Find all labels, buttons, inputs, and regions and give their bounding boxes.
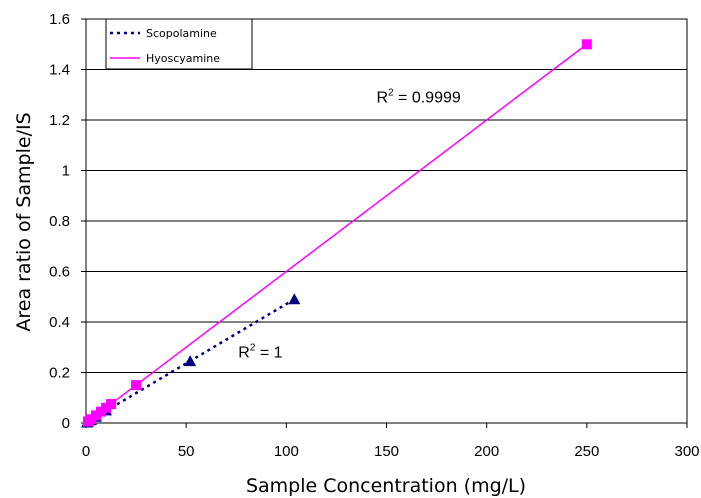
hyoscyamine-point-1 xyxy=(86,414,97,425)
y-tick-label-5: 1 xyxy=(62,163,70,180)
x-tick-label-6: 300 xyxy=(674,443,699,460)
y-tick-label-1: 0.2 xyxy=(49,365,70,382)
hyoscyamine-point-6 xyxy=(131,380,142,391)
y-axis-ticks: 0 0.2 0.4 0.6 0.8 1 1.2 1.4 1.6 xyxy=(49,11,86,432)
hyoscyamine-point-7 xyxy=(581,39,592,50)
x-tick-label-5: 250 xyxy=(574,443,599,460)
y-tick-label-2: 0.4 xyxy=(49,314,70,331)
scopolamine-r2-label: R2 = 1 xyxy=(238,342,282,361)
hyoscyamine-point-3 xyxy=(96,406,107,417)
grid-lines xyxy=(86,69,687,373)
series-lines xyxy=(86,43,588,424)
legend-label-scopolamine: Scopolamine xyxy=(146,27,217,40)
x-tick-label-0: 0 xyxy=(82,443,90,460)
x-axis-ticks: 0 50 100 150 200 250 300 xyxy=(82,423,700,460)
y-tick-label-8: 1.6 xyxy=(49,11,70,28)
legend-label-hyoscyamine: Hyoscyamine xyxy=(146,52,220,65)
hyoscyamine-point-2 xyxy=(91,410,102,421)
y-tick-label-4: 0.8 xyxy=(49,213,70,230)
x-tick-label-3: 150 xyxy=(374,443,399,460)
hyoscyamine-trendline xyxy=(87,43,588,423)
y-tick-label-7: 1.4 xyxy=(49,62,70,79)
x-tick-label-1: 50 xyxy=(178,443,195,460)
annotations: R2 = 0.9999 R2 = 1 xyxy=(238,87,461,361)
x-axis-title: Sample Concentration (mg/L) xyxy=(246,475,526,497)
x-tick-label-4: 200 xyxy=(474,443,499,460)
y-axis-title: Area ratio of Sample/IS xyxy=(13,112,35,331)
scopolamine-point-6 xyxy=(288,293,301,305)
hyoscyamine-point-4 xyxy=(101,402,112,413)
hyoscyamine-r2-label: R2 = 0.9999 xyxy=(376,87,460,106)
legend: Scopolamine Hyoscyamine xyxy=(105,18,253,70)
hyoscyamine-point-5 xyxy=(106,399,117,410)
y-tick-label-6: 1.2 xyxy=(49,112,70,129)
scopolamine-point-5 xyxy=(184,355,197,367)
x-tick-label-2: 100 xyxy=(274,443,299,460)
series-markers xyxy=(81,39,592,428)
y-tick-label-3: 0.6 xyxy=(49,264,70,281)
legend-box xyxy=(105,18,253,70)
y-tick-label-0: 0 xyxy=(62,415,70,432)
